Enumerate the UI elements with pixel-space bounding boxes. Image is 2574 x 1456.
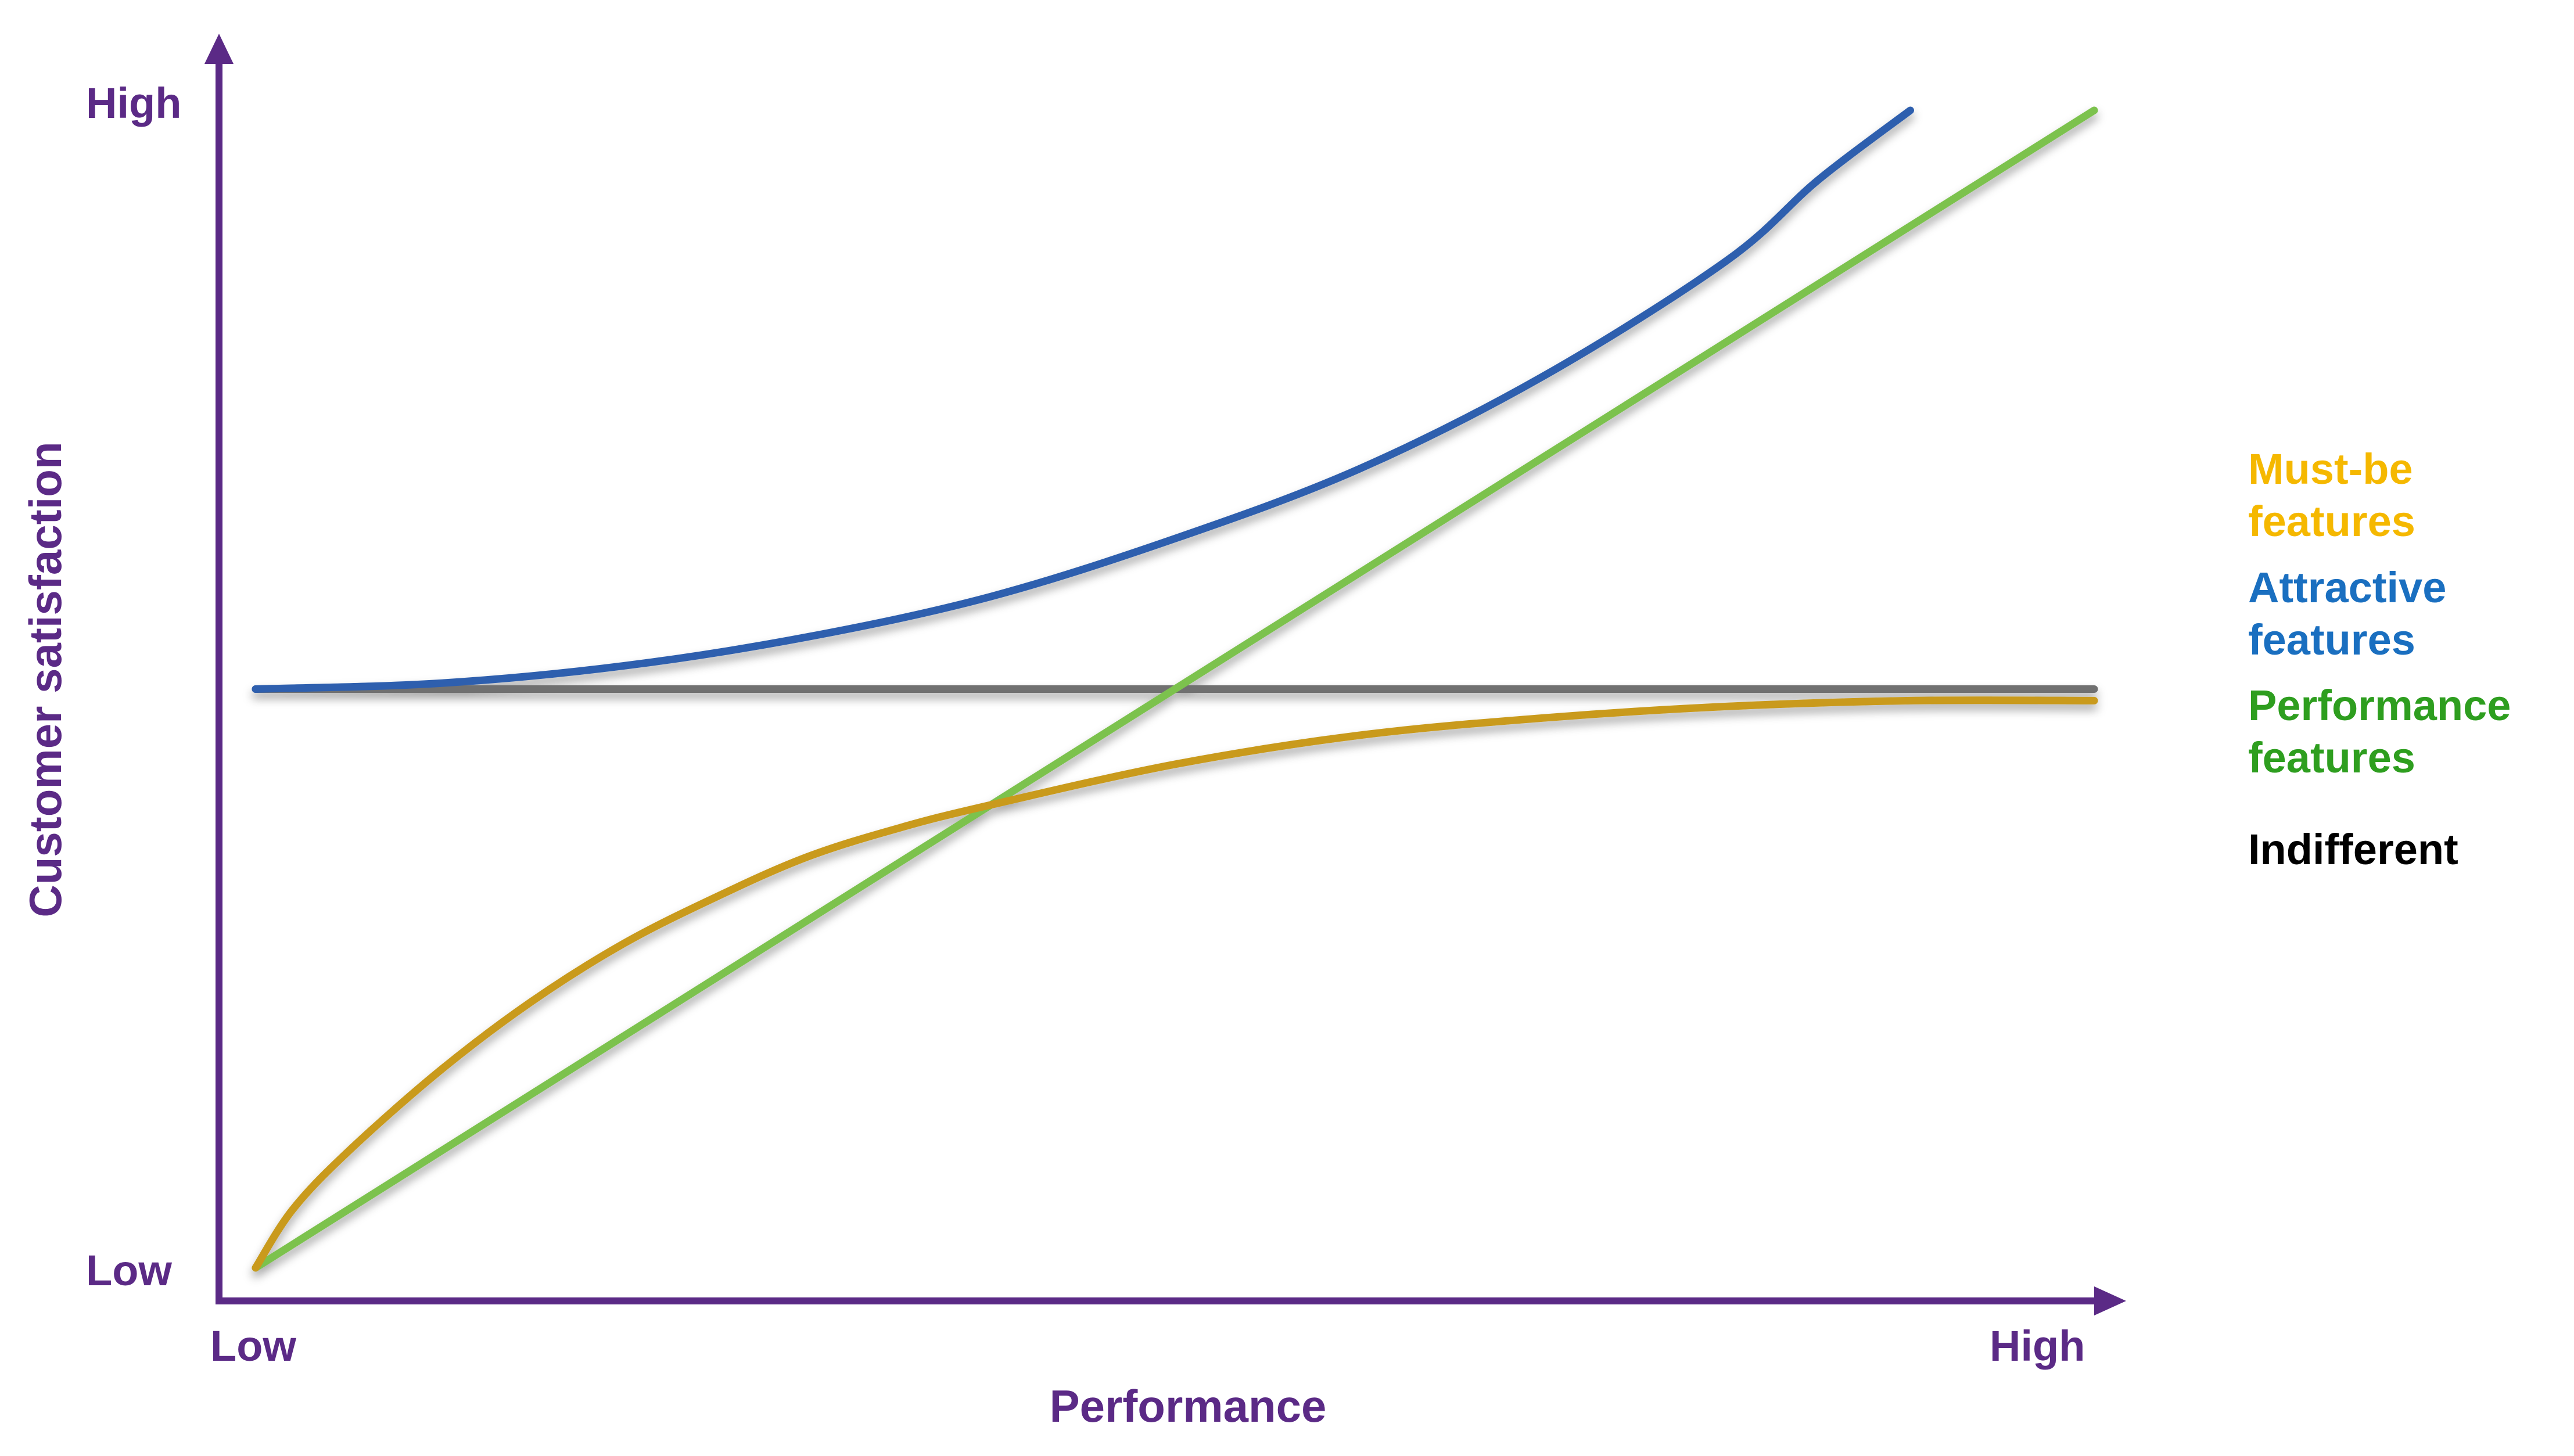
series-performance-features-line (252, 106, 2098, 1272)
y-tick-low: Low (86, 1246, 172, 1295)
legend-item-must-be: Must-be features (2135, 445, 2415, 545)
y-axis-title: Customer satisfaction (20, 441, 71, 917)
legend-item-indifferent: Indifferent (2135, 825, 2458, 873)
x-tick-low: Low (210, 1322, 296, 1370)
legend-label-must-be-line2: features (2248, 497, 2415, 545)
legend-label-must-be-line1: Must-be (2248, 445, 2413, 493)
y-axis-arrowhead (204, 34, 234, 64)
legend-item-attractive: Attractive features (2135, 563, 2446, 664)
legend-label-performance-line1: Performance (2248, 681, 2511, 729)
legend-label-indifferent: Indifferent (2248, 825, 2458, 873)
legend-label-performance-line2: features (2248, 734, 2415, 782)
plot-area (252, 106, 2098, 1272)
x-axis-title: Performance (1050, 1380, 1327, 1432)
series-must-be-features-line (252, 696, 2098, 1272)
y-tick-high: High (86, 79, 181, 127)
axes (204, 34, 2126, 1315)
legend-item-performance: Performance features (2135, 681, 2511, 782)
legend-label-attractive-line2: features (2248, 616, 2415, 664)
series-attractive-features-line (252, 106, 1914, 693)
x-tick-high: High (1990, 1322, 2085, 1370)
x-axis-arrowhead (2094, 1286, 2126, 1315)
legend-label-attractive-line1: Attractive (2248, 563, 2446, 612)
legend: Must-be features Attractive features Per… (2135, 445, 2511, 873)
